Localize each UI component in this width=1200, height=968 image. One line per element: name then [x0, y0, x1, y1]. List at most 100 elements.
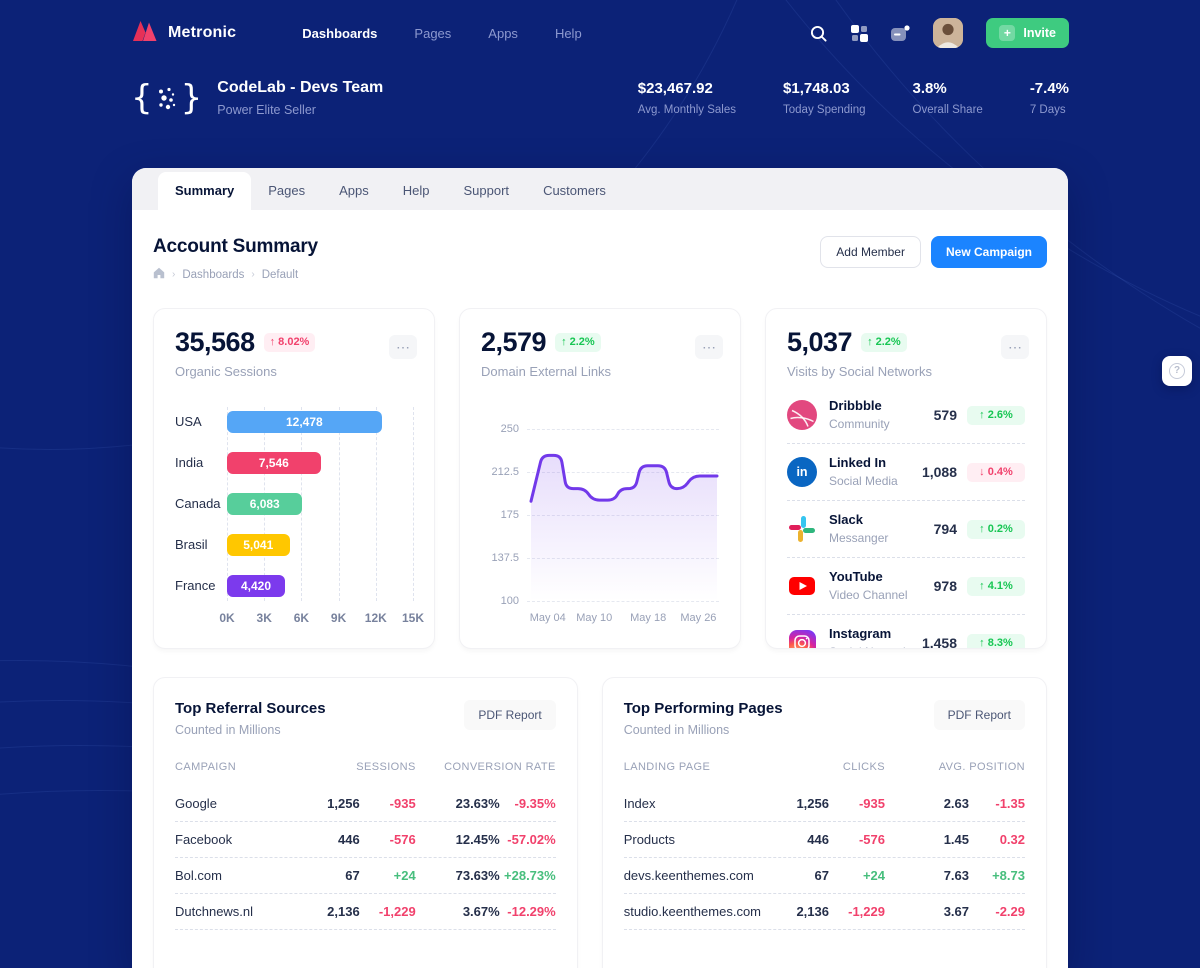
team-name: CodeLab - Devs Team — [217, 79, 384, 96]
menu-item-apps[interactable]: Apps — [488, 25, 518, 41]
metric-value: 5,037 — [787, 327, 853, 357]
x-axis: May 04 May 10 May 18 May 26 — [529, 612, 717, 624]
menu-item-help[interactable]: Help — [554, 25, 582, 41]
metric-title: Domain External Links — [481, 364, 612, 379]
breadcrumb-dashboards[interactable]: Dashboards — [182, 268, 245, 281]
stat-7-days: -7.4% 7 Days — [1029, 80, 1069, 116]
list-item: in Linked In Social Media 1,088 ↓ 0.4% — [787, 444, 1025, 501]
bar-row: France 4,420 — [175, 575, 413, 597]
delta-badge: ↑ 4.1% — [967, 576, 1025, 596]
breadcrumb: › Dashboards › Default — [153, 267, 318, 282]
bar-row: Canada 6,083 — [175, 493, 413, 515]
list-item: Dribbble Community 579 ↑ 2.6% — [787, 387, 1025, 444]
ellipsis-icon: ⋯ — [1008, 339, 1022, 355]
metric-value: 2,579 — [481, 327, 547, 357]
brand[interactable]: Metronic — [131, 19, 236, 47]
top-performing-pages-card: Top Performing Pages Counted in Millions… — [601, 677, 1047, 968]
card-menu-button[interactable]: ⋯ — [1001, 335, 1029, 359]
team-subtitle: Power Elite Seller — [217, 103, 316, 117]
main-content-card: Summary Pages Apps Help Support Customer… — [132, 168, 1068, 968]
apps-grid-icon[interactable] — [851, 24, 869, 42]
ellipsis-icon: ⋯ — [702, 339, 716, 355]
table-row: Google 1,256 -935 23.63% -9.35% — [175, 786, 556, 822]
card-subtitle: Counted in Millions — [623, 723, 730, 737]
hbar-bar: 5,041 — [227, 534, 290, 556]
stat-monthly-sales: $23,467.92 Avg. Monthly Sales — [637, 80, 737, 116]
team-logo-icon: { } — [131, 77, 203, 118]
metric-change-badge: ↑ 8.02% — [263, 333, 316, 352]
ellipsis-icon: ⋯ — [396, 339, 410, 355]
x-axis: 0K 3K 6K 9K 12K 15K — [219, 611, 425, 625]
chat-icon[interactable] — [891, 24, 910, 42]
country-bar-chart: USA 12,478 India 7,546 Canada 6,083 Br — [175, 407, 425, 627]
menu-item-dashboards[interactable]: Dashboards — [302, 25, 378, 41]
hbar-bar: 4,420 — [227, 575, 285, 597]
social-visits-card: 5,037 ↑ 2.2% Visits by Social Networks ⋯… — [765, 308, 1047, 649]
tab-pages[interactable]: Pages — [268, 183, 306, 198]
pages-table: LANDING PAGE CLICKS AVG. POSITION Index … — [623, 761, 1025, 930]
tab-help[interactable]: Help — [402, 183, 430, 198]
invite-button[interactable]: + Invite — [986, 18, 1069, 48]
new-campaign-button[interactable]: New Campaign — [930, 236, 1047, 268]
stat-today-spending: $1,748.03 Today Spending — [783, 80, 866, 116]
delta-badge: ↑ 0.2% — [967, 519, 1025, 539]
delta-badge: ↓ 0.4% — [967, 462, 1025, 482]
card-menu-button[interactable]: ⋯ — [389, 335, 417, 359]
list-item: YouTube Video Channel 978 ↑ 4.1% — [787, 558, 1025, 615]
team-stats: $23,467.92 Avg. Monthly Sales $1,748.03 … — [638, 80, 1069, 116]
card-title: Top Performing Pages — [623, 700, 783, 717]
domain-links-line-chart: 250 212.5 175 137.5 100 — [481, 423, 719, 639]
add-member-button[interactable]: Add Member — [820, 236, 921, 268]
slack-icon — [787, 514, 817, 544]
hbar-bar: 12,478 — [227, 411, 382, 433]
user-avatar[interactable] — [933, 18, 964, 48]
pdf-report-button[interactable]: PDF Report — [933, 700, 1025, 730]
table-row: devs.keenthemes.com 67 +24 7.63 +8.73 — [623, 858, 1025, 894]
tab-summary[interactable]: Summary — [158, 172, 252, 210]
delta-badge: ↑ 2.6% — [967, 405, 1025, 425]
social-networks-list: Dribbble Community 579 ↑ 2.6% in Linked I… — [787, 387, 1025, 648]
search-icon[interactable] — [809, 24, 828, 43]
domain-links-card: 2,579 ↑ 2.2% Domain External Links ⋯ 250… — [459, 308, 741, 649]
table-header: CAMPAIGN SESSIONS CONVERSION RATE — [175, 761, 556, 773]
main-menu: Dashboards Pages Apps Help — [302, 26, 581, 41]
help-drawer-button[interactable]: ? — [1162, 356, 1192, 386]
table-row: Dutchnews.nl 2,136 -1,229 3.67% -12.29% — [175, 894, 556, 930]
tab-customers[interactable]: Customers — [543, 183, 606, 198]
card-title: Top Referral Sources — [175, 700, 326, 717]
dribbble-icon — [787, 400, 817, 430]
tab-apps[interactable]: Apps — [339, 183, 369, 198]
line-chart-svg — [529, 453, 719, 601]
metric-title: Visits by Social Networks — [787, 364, 932, 379]
plus-icon: + — [999, 25, 1016, 41]
tab-support[interactable]: Support — [463, 183, 510, 198]
metric-change-badge: ↑ 2.2% — [861, 333, 907, 352]
bar-row: USA 12,478 — [175, 411, 413, 433]
invite-label: Invite — [1023, 26, 1056, 40]
question-icon: ? — [1169, 363, 1185, 379]
table-row: Facebook 446 -576 12.45% -57.02% — [175, 822, 556, 858]
menu-item-pages[interactable]: Pages — [414, 25, 452, 41]
breadcrumb-default: Default — [261, 268, 299, 281]
bar-row: India 7,546 — [175, 452, 413, 474]
tab-bar: Summary Pages Apps Help Support Customer… — [132, 168, 1068, 210]
metric-title: Organic Sessions — [175, 364, 277, 379]
list-item: Slack Messanger 794 ↑ 0.2% — [787, 501, 1025, 558]
table-row: studio.keenthemes.com 2,136 -1,229 3.67 -2… — [623, 894, 1025, 930]
card-subtitle: Counted in Millions — [175, 723, 281, 737]
pdf-report-button[interactable]: PDF Report — [464, 700, 556, 730]
navbar-actions: + Invite — [809, 18, 1069, 48]
metric-value: 35,568 — [175, 327, 255, 357]
linkedin-icon: in — [787, 457, 817, 487]
page-title: Account Summary — [153, 236, 318, 257]
list-item: InstagramSocial Network 1,458 ↑ 8.3% — [787, 615, 1025, 648]
youtube-icon — [787, 571, 817, 601]
delta-badge: ↑ 8.3% — [967, 633, 1025, 648]
table-row: Products 446 -576 1.45 0.32 — [623, 822, 1025, 858]
team-header: { } CodeLab - Devs Team Power Elite Sell… — [0, 66, 1200, 117]
instagram-icon — [787, 628, 817, 648]
metric-change-badge: ↑ 2.2% — [555, 333, 601, 352]
home-icon[interactable] — [153, 267, 165, 282]
card-menu-button[interactable]: ⋯ — [695, 335, 723, 359]
stat-overall-share: 3.8% Overall Share — [912, 80, 983, 116]
